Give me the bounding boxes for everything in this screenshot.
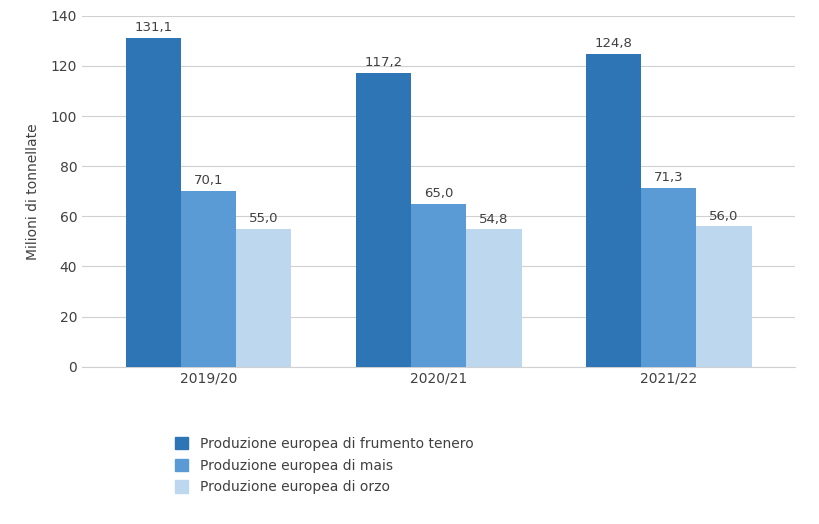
- Text: 117,2: 117,2: [364, 56, 402, 69]
- Legend: Produzione europea di frumento tenero, Produzione europea di mais, Produzione eu: Produzione europea di frumento tenero, P…: [174, 437, 473, 494]
- Bar: [410, 204, 466, 367]
- Bar: [466, 230, 521, 367]
- Text: 54,8: 54,8: [478, 213, 508, 226]
- Text: 131,1: 131,1: [134, 21, 172, 34]
- Text: 71,3: 71,3: [654, 171, 683, 184]
- Y-axis label: Milioni di tonnellate: Milioni di tonnellate: [25, 123, 39, 259]
- Text: 55,0: 55,0: [249, 212, 278, 225]
- Bar: [236, 229, 291, 367]
- Bar: [181, 191, 236, 367]
- Text: 65,0: 65,0: [423, 187, 453, 200]
- Text: 56,0: 56,0: [708, 210, 738, 223]
- Bar: [586, 54, 640, 367]
- Bar: [355, 73, 410, 367]
- Text: 70,1: 70,1: [193, 174, 223, 187]
- Text: 124,8: 124,8: [594, 37, 631, 50]
- Bar: [125, 38, 181, 367]
- Bar: [640, 188, 695, 367]
- Bar: [695, 226, 751, 367]
